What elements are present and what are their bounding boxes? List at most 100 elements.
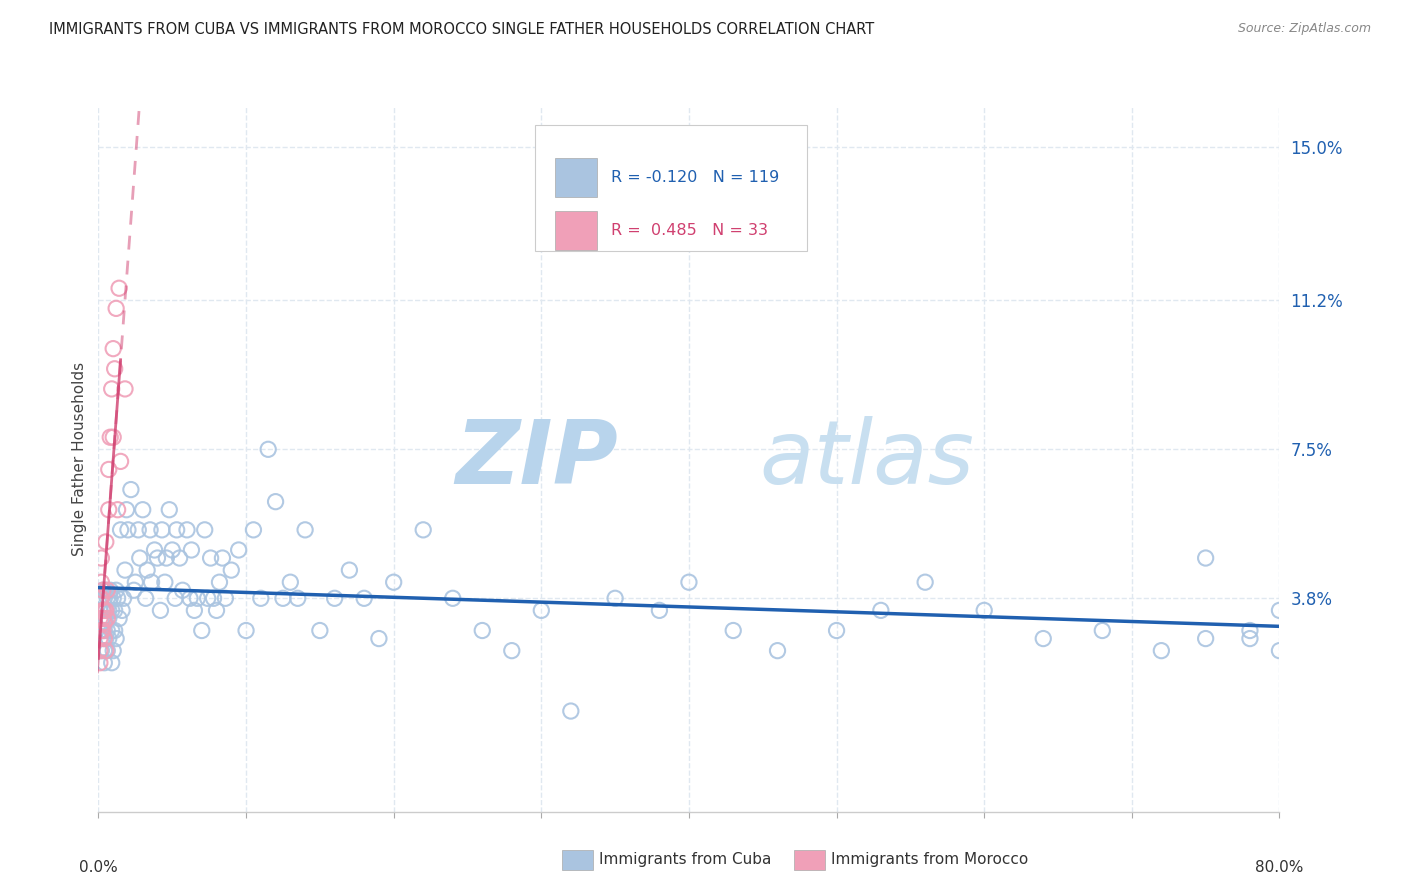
Point bbox=[678, 575, 700, 590]
Point bbox=[107, 502, 129, 516]
Point bbox=[98, 430, 121, 444]
Point bbox=[112, 591, 135, 606]
Point bbox=[235, 624, 257, 638]
Point bbox=[104, 624, 127, 638]
Point bbox=[94, 603, 117, 617]
Point bbox=[97, 611, 120, 625]
Point bbox=[103, 342, 125, 356]
Point bbox=[115, 502, 138, 516]
Point bbox=[172, 583, 194, 598]
Point bbox=[98, 591, 121, 606]
Point bbox=[89, 643, 111, 657]
Point bbox=[110, 454, 132, 468]
Point bbox=[93, 603, 115, 617]
Point bbox=[1239, 632, 1261, 646]
Point bbox=[91, 603, 114, 617]
Point bbox=[117, 523, 139, 537]
Point bbox=[278, 575, 302, 590]
Point bbox=[93, 624, 115, 638]
Point bbox=[1239, 624, 1261, 638]
Point bbox=[132, 502, 155, 516]
Point bbox=[211, 551, 233, 566]
Point bbox=[323, 591, 346, 606]
Point bbox=[94, 535, 117, 549]
Point bbox=[141, 575, 163, 590]
Point bbox=[155, 551, 177, 566]
Point bbox=[96, 583, 118, 598]
Point bbox=[108, 281, 131, 295]
Point bbox=[89, 656, 111, 670]
Point bbox=[114, 382, 136, 396]
Point bbox=[111, 603, 134, 617]
Text: ZIP: ZIP bbox=[456, 416, 619, 503]
Point bbox=[180, 543, 202, 558]
Point bbox=[90, 551, 112, 566]
Point bbox=[94, 643, 117, 657]
Point bbox=[1091, 624, 1114, 638]
Point bbox=[176, 523, 198, 537]
Point bbox=[605, 591, 627, 606]
Point bbox=[93, 643, 115, 657]
Point bbox=[412, 523, 434, 537]
Point bbox=[97, 632, 120, 646]
Point bbox=[723, 624, 745, 638]
Point bbox=[766, 643, 789, 657]
Point bbox=[97, 462, 120, 476]
Point bbox=[96, 591, 118, 606]
Point bbox=[136, 563, 159, 577]
Point bbox=[208, 575, 231, 590]
Point bbox=[127, 523, 149, 537]
Text: atlas: atlas bbox=[759, 417, 974, 502]
Point bbox=[97, 502, 120, 516]
Point bbox=[309, 624, 332, 638]
Point bbox=[94, 615, 117, 630]
Point bbox=[914, 575, 936, 590]
Point bbox=[825, 624, 848, 638]
Point bbox=[973, 603, 995, 617]
Point bbox=[146, 551, 169, 566]
Point bbox=[100, 656, 122, 670]
Point bbox=[103, 591, 125, 606]
Point bbox=[441, 591, 464, 606]
Point bbox=[1150, 643, 1173, 657]
Point bbox=[200, 551, 222, 566]
FancyBboxPatch shape bbox=[555, 158, 596, 197]
Point bbox=[90, 591, 112, 606]
Point bbox=[339, 563, 360, 577]
Point bbox=[93, 615, 115, 630]
FancyBboxPatch shape bbox=[536, 125, 807, 252]
Point bbox=[89, 603, 111, 617]
Point bbox=[135, 591, 157, 606]
Point bbox=[89, 611, 111, 625]
Point bbox=[96, 624, 118, 638]
Point bbox=[214, 591, 236, 606]
Y-axis label: Single Father Households: Single Father Households bbox=[72, 362, 87, 557]
Point bbox=[271, 591, 294, 606]
Text: Immigrants from Morocco: Immigrants from Morocco bbox=[831, 853, 1028, 867]
Point bbox=[157, 502, 180, 516]
Point bbox=[183, 603, 205, 617]
Point bbox=[143, 543, 166, 558]
Point bbox=[353, 591, 375, 606]
Point bbox=[93, 591, 115, 606]
Point bbox=[149, 603, 172, 617]
Point bbox=[153, 575, 176, 590]
Point bbox=[104, 603, 127, 617]
Point bbox=[165, 591, 187, 606]
Point bbox=[94, 603, 117, 617]
Point bbox=[103, 430, 125, 444]
Point bbox=[89, 591, 111, 606]
Point bbox=[382, 575, 405, 590]
Point bbox=[124, 575, 146, 590]
Point bbox=[471, 624, 494, 638]
Point bbox=[128, 551, 150, 566]
Point bbox=[103, 643, 125, 657]
Point bbox=[90, 643, 112, 657]
Point bbox=[91, 583, 114, 598]
Point bbox=[120, 483, 142, 497]
Point bbox=[100, 382, 122, 396]
Text: R = -0.120   N = 119: R = -0.120 N = 119 bbox=[612, 170, 779, 185]
Point bbox=[93, 656, 115, 670]
Point bbox=[91, 611, 114, 625]
Point bbox=[191, 624, 214, 638]
